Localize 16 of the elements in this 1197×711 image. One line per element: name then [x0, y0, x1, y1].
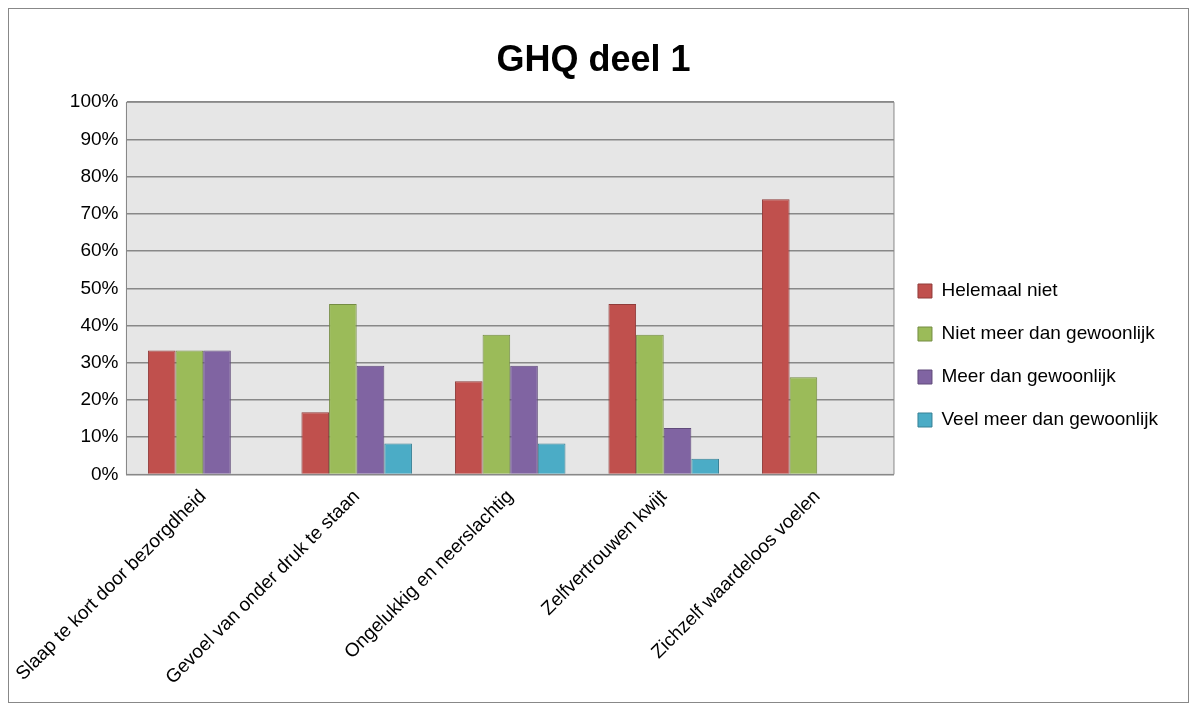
legend-label: Niet meer dan gewoonlijk	[941, 322, 1156, 344]
y-tick-label: 100%	[69, 90, 119, 112]
y-tick-label: 40%	[80, 313, 119, 335]
y-tick-label: 20%	[80, 388, 119, 410]
y-tick-label: 60%	[80, 239, 119, 261]
y-tick-label: 10%	[80, 425, 119, 447]
legend-label: Meer dan gewoonlijk	[941, 365, 1117, 387]
y-tick-label: 50%	[80, 276, 119, 298]
legend-label: Veel meer dan gewoonlijk	[941, 408, 1159, 430]
y-tick-label: 90%	[80, 127, 119, 149]
y-tick-label: 80%	[80, 164, 119, 186]
chart-title: GHQ deel 1	[496, 37, 691, 79]
y-tick-label: 70%	[80, 202, 119, 224]
y-tick-label: 30%	[80, 350, 119, 372]
legend-label: Helemaal niet	[941, 279, 1059, 301]
y-tick-label: 0%	[90, 462, 119, 484]
